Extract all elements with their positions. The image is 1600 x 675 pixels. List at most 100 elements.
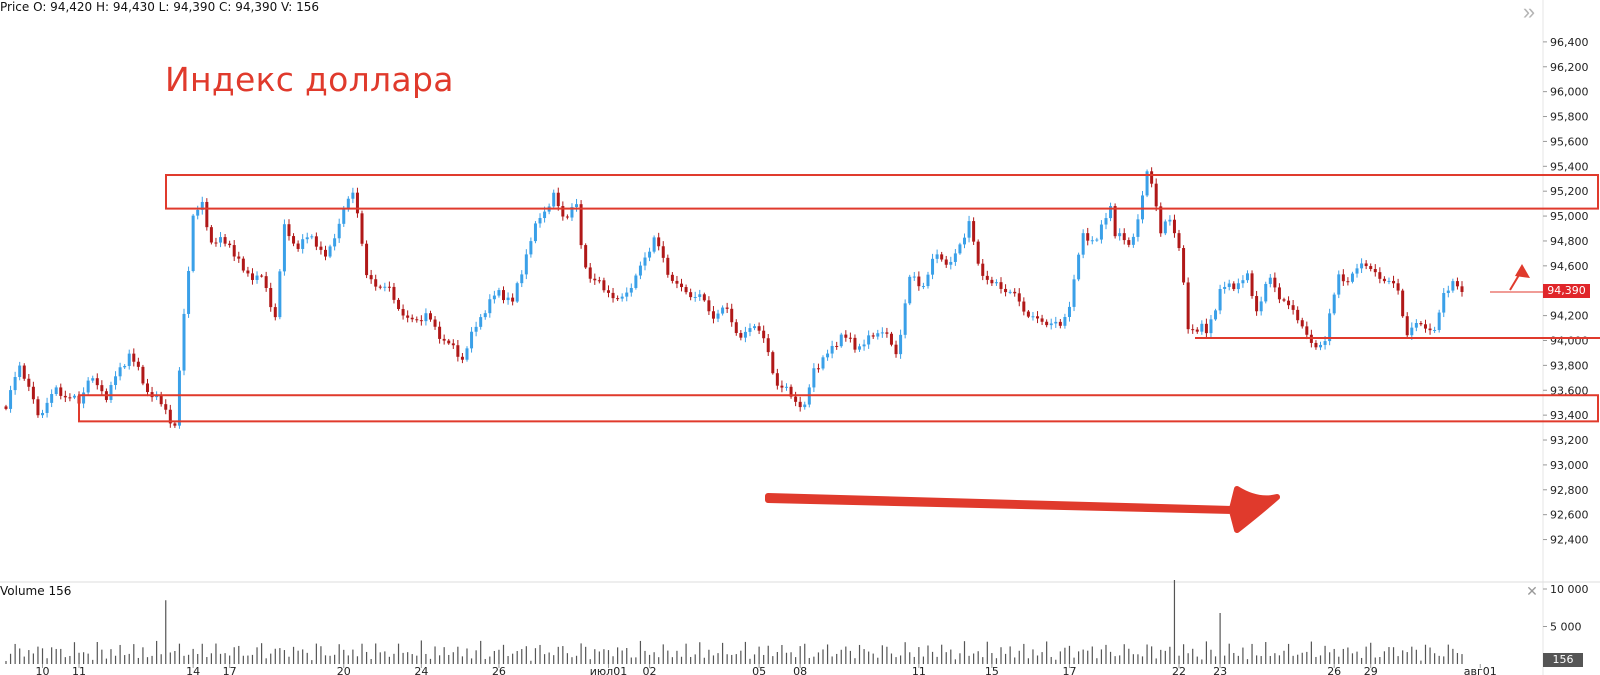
- volume-bar: [338, 644, 340, 664]
- volume-bar: [156, 640, 158, 664]
- volume-bar: [653, 652, 655, 664]
- volume-bar: [1392, 647, 1395, 664]
- candle-body: [502, 290, 506, 301]
- candle-body: [739, 333, 743, 338]
- volume-bar: [1100, 649, 1103, 664]
- volume-bar: [1256, 655, 1258, 664]
- time-tick-label: 17: [1062, 665, 1076, 675]
- candle-body: [118, 367, 122, 377]
- candle-body: [1223, 286, 1227, 289]
- candle-body: [1414, 323, 1418, 328]
- candle-body: [565, 216, 569, 218]
- candle-body: [1460, 286, 1464, 292]
- time-tick-label: 05: [752, 665, 766, 675]
- volume-bar: [165, 600, 167, 664]
- volume-bar: [1091, 646, 1093, 664]
- candle-body: [355, 192, 359, 214]
- volume-bar: [1068, 645, 1071, 664]
- candle-body: [835, 345, 839, 347]
- volume-bar: [1119, 655, 1121, 664]
- candle-body: [616, 298, 620, 300]
- volume-bar: [767, 645, 769, 664]
- time-tick-label: 26: [492, 665, 506, 675]
- volume-bar: [790, 652, 792, 664]
- volume-bar: [781, 644, 783, 664]
- time-tick-label: 22: [1172, 665, 1186, 675]
- candle-body: [1045, 321, 1049, 326]
- volume-bar: [270, 653, 272, 664]
- candle-body: [383, 286, 387, 288]
- volume-bar: [1004, 653, 1007, 664]
- candle-body: [1182, 248, 1186, 283]
- candle-body: [689, 292, 693, 298]
- candle-body: [1396, 283, 1400, 291]
- candle-body: [182, 313, 186, 371]
- volume-bar: [612, 656, 614, 664]
- candle-body: [164, 404, 168, 410]
- volume-bar: [899, 655, 902, 664]
- volume-bar: [1196, 656, 1198, 664]
- candle-body: [999, 282, 1003, 289]
- volume-bar: [461, 656, 464, 664]
- volume-bar: [1287, 643, 1290, 664]
- double-chevron-right-icon[interactable]: »: [1522, 0, 1536, 24]
- candle-body: [1127, 240, 1131, 245]
- candle-body: [4, 406, 8, 409]
- volume-bar: [553, 655, 555, 664]
- volume-bar: [28, 650, 30, 664]
- volume-bar: [913, 656, 915, 664]
- candle-body: [721, 307, 725, 314]
- candle-body: [168, 409, 172, 424]
- candle-body: [1332, 294, 1336, 314]
- volume-bar: [1219, 613, 1221, 664]
- price-tick-label: 96,200: [1550, 61, 1589, 74]
- volume-bar: [352, 649, 354, 664]
- volume-bar: [662, 644, 664, 664]
- volume-bar: [685, 643, 687, 664]
- candle-body: [1392, 280, 1396, 284]
- candle-body: [1081, 233, 1085, 255]
- volume-bar: [731, 654, 733, 664]
- time-tick-label: 08: [793, 665, 807, 675]
- candle-body: [1282, 299, 1286, 301]
- candle-body: [1077, 254, 1081, 280]
- volume-bar: [1050, 656, 1052, 664]
- volume-bar: [119, 644, 121, 664]
- candle-body: [1118, 233, 1122, 237]
- volume-bar: [1128, 648, 1130, 664]
- candle-body: [876, 333, 880, 337]
- volume-bar: [201, 643, 203, 664]
- volume-bar: [37, 646, 39, 664]
- price-tick-label: 96,400: [1550, 36, 1589, 49]
- volume-bar: [233, 647, 235, 664]
- candle-body: [269, 287, 273, 308]
- volume-bar: [1452, 648, 1454, 664]
- volume-bar: [9, 653, 12, 664]
- volume-bar: [1406, 652, 1408, 664]
- volume-bar: [799, 646, 801, 664]
- candle-body: [830, 345, 834, 354]
- candle-body: [935, 254, 939, 259]
- volume-bar: [1064, 647, 1066, 664]
- volume-bar: [183, 655, 185, 664]
- volume-bar: [772, 656, 774, 664]
- volume-bar: [78, 652, 80, 664]
- volume-bar: [452, 652, 454, 664]
- candle-body: [228, 243, 232, 246]
- volume-bar: [41, 648, 44, 664]
- volume-bar: [973, 653, 975, 664]
- candle-body: [1195, 329, 1199, 332]
- candle-body: [460, 356, 464, 360]
- candle-body: [1387, 280, 1391, 282]
- volume-bar: [484, 658, 486, 664]
- candle-body: [889, 333, 893, 345]
- close-x-icon[interactable]: ✕: [1526, 583, 1538, 599]
- candle-body: [82, 392, 86, 404]
- volume-bar: [215, 643, 217, 664]
- candle-body: [50, 394, 54, 403]
- candle-body: [538, 218, 542, 224]
- volume-bar: [416, 655, 418, 664]
- volume-bar: [434, 646, 436, 664]
